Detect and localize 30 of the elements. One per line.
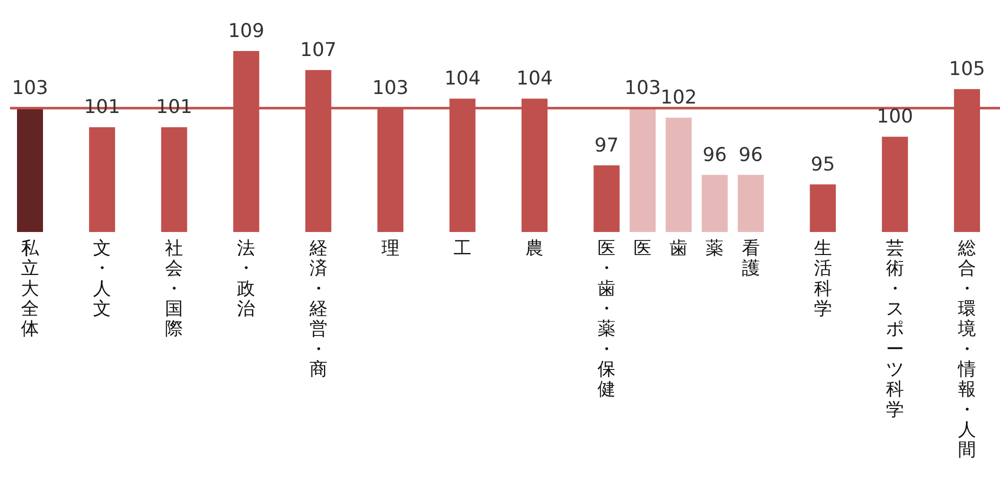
data-label: 95	[810, 153, 835, 176]
data-label: 96	[702, 144, 727, 166]
x-tick-label: 医・歯・薬・保健	[598, 238, 616, 400]
x-tick-label: 生活科学	[814, 238, 832, 320]
data-label: 107	[300, 39, 336, 62]
x-tick-label: 経済・経営・商	[308, 238, 328, 380]
data-label: 104	[444, 68, 481, 90]
data-label: 100	[876, 106, 914, 128]
x-tick-label: 薬	[706, 238, 724, 259]
x-tick-label: 農	[526, 238, 544, 259]
x-tick-label: 社会・国際	[165, 238, 184, 340]
data-label: 103	[624, 77, 661, 100]
data-label: 105	[948, 58, 986, 80]
category-label: 芸術・スポーツ科学	[886, 238, 904, 420]
x-tick-label: 工	[453, 238, 472, 259]
x-tick-label: 理	[381, 238, 400, 259]
data-label: 103	[12, 77, 48, 100]
x-tick-label: 私立大全体	[21, 238, 40, 340]
data-label: 97	[594, 134, 619, 156]
category-label: 総合・環境・情報・人間	[958, 238, 976, 461]
x-tick-label: 文・人文	[93, 238, 112, 320]
data-label: 103	[372, 77, 409, 100]
data-label: 104	[516, 68, 553, 90]
x-tick-label: 歯	[670, 238, 688, 259]
data-label: 96	[738, 144, 763, 166]
x-tick-label: 医	[634, 238, 652, 259]
x-tick-label: 看護	[742, 238, 760, 280]
data-label: 102	[660, 86, 697, 109]
x-tick-label: 法・政治	[237, 238, 256, 320]
data-label: 109	[228, 20, 264, 42]
